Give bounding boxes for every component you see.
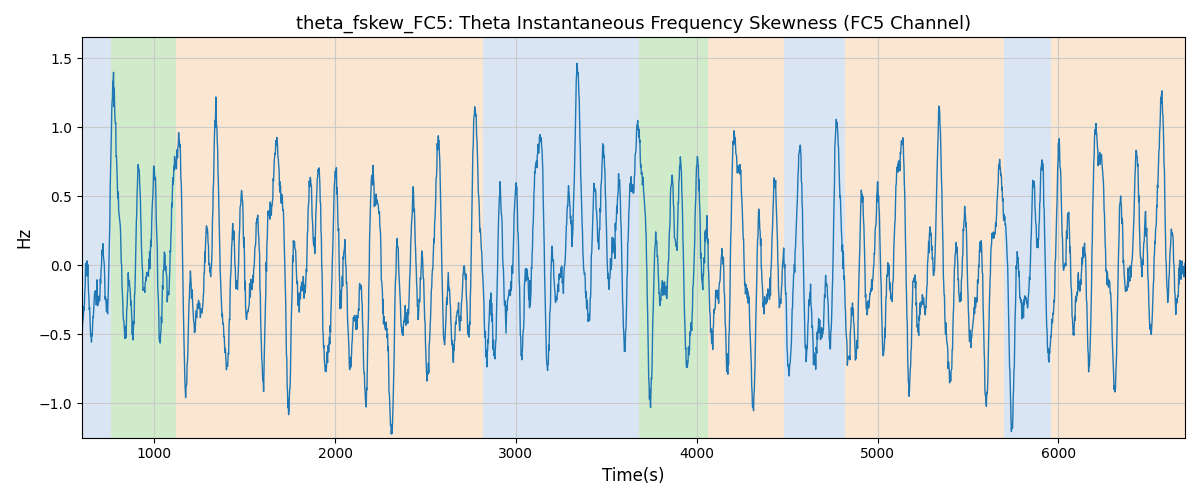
Bar <box>708 38 784 438</box>
Bar <box>176 38 484 438</box>
Bar <box>784 38 845 438</box>
Bar <box>1051 38 1186 438</box>
Y-axis label: Hz: Hz <box>14 227 32 248</box>
Bar <box>638 38 708 438</box>
Bar <box>845 38 1004 438</box>
Bar <box>1004 38 1051 438</box>
Title: theta_fskew_FC5: Theta Instantaneous Frequency Skewness (FC5 Channel): theta_fskew_FC5: Theta Instantaneous Fre… <box>296 15 971 34</box>
X-axis label: Time(s): Time(s) <box>602 467 665 485</box>
Bar <box>110 38 176 438</box>
Bar <box>82 38 110 438</box>
Bar <box>484 38 638 438</box>
